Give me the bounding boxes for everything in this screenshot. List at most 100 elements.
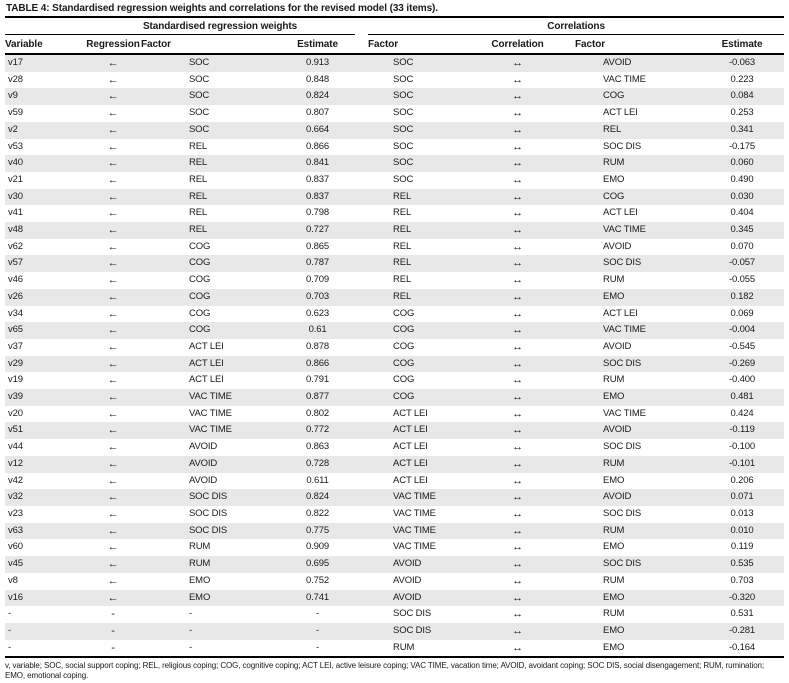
cell-factor-left: COG <box>189 240 211 252</box>
double-arrow-icon: ↔ <box>512 240 523 253</box>
left-arrow-icon: ← <box>107 324 119 337</box>
cell-factor-left: COG <box>189 290 211 302</box>
cell-regression: - <box>111 624 115 637</box>
double-arrow-icon: ↔ <box>512 457 523 470</box>
cell-factor-left: REL <box>189 173 208 185</box>
column-gap <box>355 539 368 556</box>
cell-factor-a: VAC TIME <box>393 524 436 536</box>
cell-factor-a: REL <box>393 190 412 202</box>
table-footnote: v, variable; SOC, social support coping;… <box>5 661 765 681</box>
cell-factor-b: RUM <box>603 374 625 386</box>
cell-factor-a: SOC <box>393 57 414 68</box>
cell-variable: v21 <box>8 173 23 185</box>
cell-factor-a: ACT LEI <box>393 457 428 469</box>
cell-estimate-left: 0.866 <box>306 140 330 152</box>
cell-estimate-left: 0.824 <box>306 491 330 503</box>
left-arrow-icon: ← <box>107 507 119 520</box>
cell-factor-a: SOC <box>393 123 414 135</box>
double-arrow-icon: ↔ <box>512 491 523 504</box>
cell-factor-b: COG <box>603 190 625 202</box>
table-body: v17 ← SOC 0.913 SOC ↔ AVOID -0.063 v28 ← SOC 0.848 S… <box>5 54 785 656</box>
cell-estimate-right: 0.490 <box>730 173 754 185</box>
cell-factor-a: RUM <box>393 641 415 653</box>
table-row: v40 ← REL 0.841 SOC ↔ RUM 0.060 <box>5 155 785 172</box>
cell-estimate-right: 0.071 <box>730 491 754 503</box>
cell-estimate-right: 0.223 <box>730 73 754 85</box>
cell-variable: v23 <box>8 507 23 519</box>
table-row: v34 ← COG 0.623 COG ↔ ACT LEI 0.069 <box>5 306 784 323</box>
cell-factor-left: ACT LEI <box>189 357 224 369</box>
cell-estimate-right: 0.424 <box>730 407 754 419</box>
column-gap <box>355 389 368 406</box>
column-gap <box>355 623 368 640</box>
cell-estimate-right: 0.030 <box>730 190 754 202</box>
cell-variable: v57 <box>8 257 23 269</box>
cell-factor-b: VAC TIME <box>603 407 646 419</box>
cell-variable: v30 <box>8 190 23 202</box>
double-arrow-icon: ↔ <box>512 591 523 604</box>
cell-factor-left: SOC DIS <box>189 491 228 503</box>
column-gap <box>355 239 368 256</box>
cell-variable: - <box>8 624 12 636</box>
cell-variable: v34 <box>8 307 23 319</box>
cell-factor-b: EMO <box>603 641 625 653</box>
left-arrow-icon: ← <box>107 340 119 353</box>
cell-variable: v19 <box>8 374 23 386</box>
cell-factor-left: SOC DIS <box>189 524 228 536</box>
cell-estimate-left: 0.822 <box>306 507 330 519</box>
cell-factor-left: SOC <box>189 123 210 135</box>
cell-variable: v2 <box>8 123 18 135</box>
cell-variable: v39 <box>8 391 23 403</box>
double-arrow-icon: ↔ <box>512 624 523 637</box>
table-row: v62 ← COG 0.865 REL ↔ AVOID 0.070 <box>5 239 784 256</box>
table-row: v51 ← VAC TIME 0.772 ACT LEI ↔ AVOID -0.119 <box>5 422 785 440</box>
cell-factor-b: ACT LEI <box>603 107 638 119</box>
table-row: v8 ← EMO 0.752 AVOID ↔ RUM 0.703 <box>5 573 784 590</box>
cell-estimate-right: 0.481 <box>730 391 754 403</box>
cell-estimate-left: 0.772 <box>306 424 330 436</box>
cell-estimate-left: 0.866 <box>306 357 330 369</box>
double-arrow-icon: ↔ <box>512 407 523 420</box>
cell-factor-a: VAC TIME <box>393 491 436 503</box>
cell-estimate-left: 0.909 <box>306 541 330 553</box>
cell-variable: v63 <box>8 524 23 536</box>
cell-factor-left: RUM <box>189 541 211 553</box>
cell-factor-b: EMO <box>603 541 625 553</box>
double-arrow-icon: ↔ <box>512 224 523 237</box>
cell-estimate-left: 0.728 <box>306 457 330 469</box>
left-arrow-icon: ← <box>107 524 119 537</box>
column-gap <box>355 139 368 156</box>
cell-estimate-left: 0.877 <box>306 391 330 403</box>
cell-factor-a: AVOID <box>393 591 422 603</box>
cell-estimate-left: 0.787 <box>306 257 330 269</box>
table-row: v29 ← ACT LEI 0.866 COG ↔ SOC DIS -0.269 <box>5 355 785 373</box>
cell-estimate-left: 0.837 <box>306 173 330 185</box>
cell-factor-a: REL <box>393 274 412 286</box>
cell-variable: v26 <box>8 290 23 302</box>
double-arrow-icon: ↔ <box>512 558 523 571</box>
table-row: v20 ← VAC TIME 0.802 ACT LEI ↔ VAC TIME 0.424 <box>5 406 784 423</box>
column-gap <box>355 272 368 289</box>
cell-estimate-right: 0.084 <box>730 90 754 102</box>
cell-factor-left: REL <box>189 140 208 152</box>
cell-factor-a: SOC <box>393 140 414 152</box>
left-arrow-icon: ← <box>107 374 119 387</box>
cell-factor-left: RUM <box>189 558 211 570</box>
column-gap <box>355 356 368 373</box>
cell-estimate-right: 0.013 <box>730 507 754 519</box>
column-header-factor-left: Factor <box>141 34 280 55</box>
cell-estimate-left: 0.824 <box>306 90 330 102</box>
cell-factor-b: EMO <box>603 391 625 403</box>
cell-estimate-right: -0.281 <box>729 624 756 636</box>
double-arrow-icon: ↔ <box>512 207 523 220</box>
left-arrow-icon: ← <box>107 574 119 587</box>
cell-factor-b: VAC TIME <box>603 224 646 236</box>
left-arrow-icon: ← <box>107 424 119 437</box>
double-arrow-icon: ↔ <box>512 107 523 120</box>
cell-factor-a: SOC <box>393 90 414 102</box>
cell-factor-a: COG <box>393 374 415 386</box>
cell-factor-b: EMO <box>603 591 625 603</box>
cell-factor-b: AVOID <box>603 424 632 436</box>
left-arrow-icon: ← <box>107 307 119 320</box>
